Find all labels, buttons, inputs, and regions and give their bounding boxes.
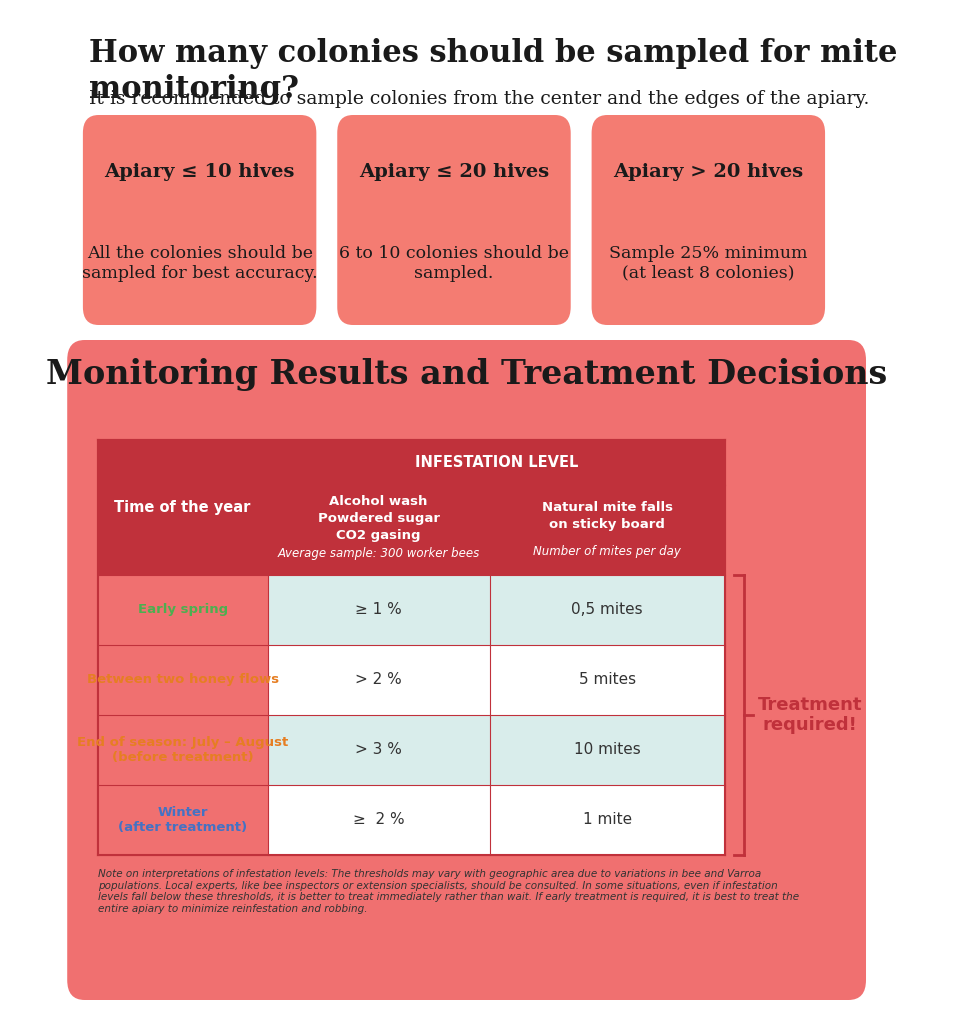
Text: 10 mites: 10 mites [574,742,640,758]
Bar [268,645,490,715]
Bar [268,785,490,855]
Text: Apiary ≤ 10 hives: Apiary ≤ 10 hives [104,163,295,181]
Text: Alcohol wash
Powdered sugar
CO2 gasing: Alcohol wash Powdered sugar CO2 gasing [318,495,439,542]
FancyBboxPatch shape [591,115,825,325]
Bar [490,485,724,575]
Text: Monitoring Results and Treatment Decisions: Monitoring Results and Treatment Decisio… [46,358,887,391]
Bar [98,440,724,855]
Text: It is recommended to sample colonies from the center and the edges of the apiary: It is recommended to sample colonies fro… [89,90,869,108]
Bar [98,645,268,715]
Bar [98,440,268,575]
Text: Treatment
required!: Treatment required! [758,695,862,734]
Bar [98,575,268,645]
Text: INFESTATION LEVEL: INFESTATION LEVEL [414,455,578,470]
Bar [98,715,268,785]
Bar [268,575,490,645]
Text: > 2 %: > 2 % [355,673,402,687]
Bar [268,715,490,785]
Bar [490,785,724,855]
Text: Natural mite falls
on sticky board: Natural mite falls on sticky board [542,501,673,531]
Bar [98,785,268,855]
Text: Between two honey flows: Between two honey flows [86,674,278,686]
Text: 1 mite: 1 mite [583,812,632,827]
Text: Winter
(after treatment): Winter (after treatment) [118,806,247,834]
Text: 0,5 mites: 0,5 mites [571,602,643,617]
Text: 5 mites: 5 mites [579,673,635,687]
FancyBboxPatch shape [337,115,570,325]
Text: End of season: July – August
(before treatment): End of season: July – August (before tre… [77,736,288,764]
Text: All the colonies should be
sampled for best accuracy.: All the colonies should be sampled for b… [81,245,318,282]
Text: Apiary > 20 hives: Apiary > 20 hives [613,163,803,181]
Text: Apiary ≤ 20 hives: Apiary ≤ 20 hives [359,163,549,181]
Bar [490,715,724,785]
Bar [490,645,724,715]
Text: Average sample: 300 worker bees: Average sample: 300 worker bees [278,547,479,560]
Text: ≥  2 %: ≥ 2 % [353,812,405,827]
Text: Time of the year: Time of the year [115,500,251,515]
Text: Early spring: Early spring [138,603,228,616]
Bar [268,485,490,575]
FancyBboxPatch shape [67,340,866,1000]
Text: Note on interpretations of infestation levels: The thresholds may vary with geog: Note on interpretations of infestation l… [98,869,799,913]
FancyBboxPatch shape [83,115,317,325]
Bar [490,575,724,645]
Text: Number of mites per day: Number of mites per day [533,545,681,558]
Text: > 3 %: > 3 % [355,742,402,758]
Text: Sample 25% minimum
(at least 8 colonies): Sample 25% minimum (at least 8 colonies) [609,245,808,282]
Text: 6 to 10 colonies should be
sampled.: 6 to 10 colonies should be sampled. [339,245,569,282]
Bar [268,440,724,485]
Text: ≥ 1 %: ≥ 1 % [355,602,402,617]
Text: How many colonies should be sampled for mite monitoring?: How many colonies should be sampled for … [89,38,898,104]
